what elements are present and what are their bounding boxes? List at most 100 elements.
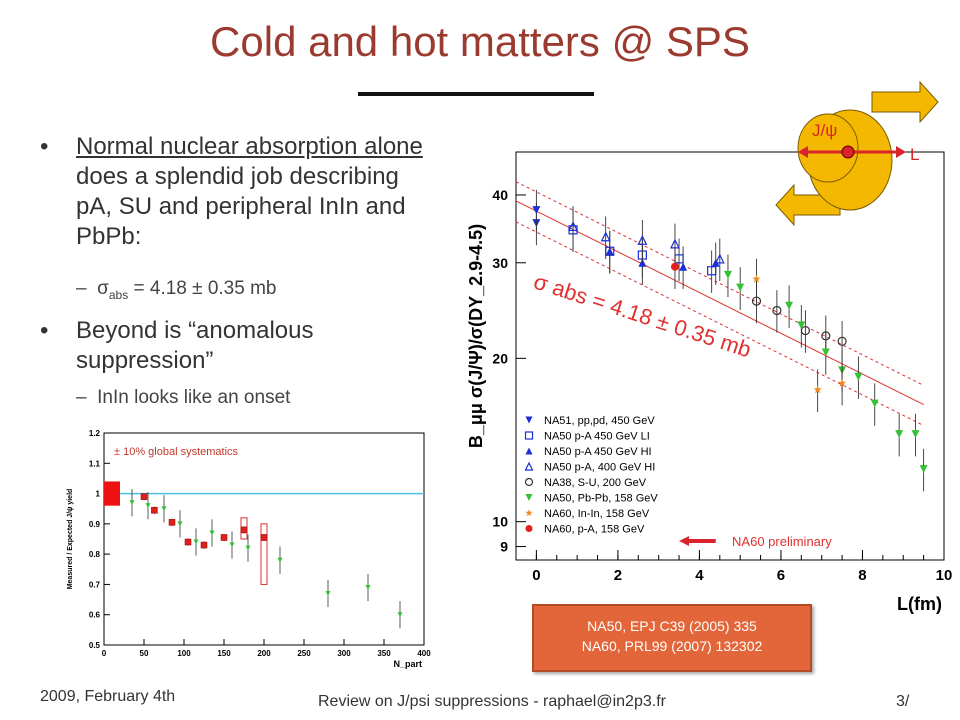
right-y-tick-label: 10 <box>492 514 508 530</box>
reference-line-1: NA50, EPJ C39 (2005) 335 <box>587 618 757 634</box>
left-data-point <box>220 534 228 541</box>
right-x-tick-label: 6 <box>777 567 785 584</box>
left-y-tick-label: 1.2 <box>89 429 101 438</box>
bullet-2-text: Beyond is “anomalous suppression” <box>76 317 314 374</box>
left-series-1 <box>129 489 403 629</box>
right-y-tick-label: 9 <box>500 539 508 555</box>
preliminary-arrow-icon <box>679 536 716 546</box>
right-chart: 9 10 20 30 40 0 2 4 6 8 10 L(fm) B_μμ σ(J/Ψ)/σ(DY_2.… <box>466 151 953 614</box>
legend-marker <box>524 461 534 471</box>
left-series-0 <box>140 492 268 549</box>
left-x-tick-label: 150 <box>217 649 231 658</box>
left-data-point <box>277 557 283 563</box>
left-y-tick-label: 1.1 <box>89 459 101 468</box>
left-data-point <box>168 519 176 526</box>
length-arrowhead-right <box>896 146 906 158</box>
reference-line-2: NA60, PRL99 (2007) 132302 <box>581 638 763 654</box>
right-data-point <box>919 465 928 474</box>
left-data-point <box>140 493 148 500</box>
left-y-axis-label: Measured / Expected J/ψ yield <box>67 489 74 590</box>
left-data-point <box>200 541 208 549</box>
left-data-point <box>260 534 268 541</box>
left-x-tick-label: 350 <box>377 649 391 658</box>
right-data-point <box>679 262 688 271</box>
right-x-tick-label: 2 <box>614 567 622 584</box>
right-data-point <box>837 378 847 387</box>
sub-bullet-1: – σabs = 4.18 ± 0.35 mb <box>76 278 277 302</box>
legend-marker <box>525 525 533 532</box>
right-plot-frame <box>515 151 945 561</box>
left-data-point <box>161 506 167 512</box>
legend-marker <box>525 416 533 424</box>
right-data-point <box>637 234 648 245</box>
right-y-tick-label: 20 <box>492 350 508 366</box>
bullet-1-underlined: Normal nuclear absorption alone <box>76 133 423 160</box>
footer-date: 2009, February 4th <box>40 688 176 705</box>
left-data-point <box>209 530 215 536</box>
right-x-tick-label: 10 <box>936 567 953 584</box>
left-data-point <box>325 591 331 597</box>
left-x-tick-label: 400 <box>417 649 431 658</box>
left-x-tick-label: 300 <box>337 649 351 658</box>
bullet-1-text: does a splendid job describing pA, SU an… <box>76 163 406 250</box>
left-systematics-box <box>104 481 120 506</box>
legend-label: NA50 p-A 450 GeV LI <box>544 431 650 443</box>
nucleus-diagram: J/ψ L <box>775 80 939 227</box>
legend-marker <box>525 447 533 455</box>
right-data-point <box>723 270 732 279</box>
right-data-point <box>797 321 806 330</box>
reference-box: NA50, EPJ C39 (2005) 335 NA60, PRL99 (20… <box>532 604 812 672</box>
preliminary-label: NA60 preliminary <box>732 534 832 549</box>
legend-marker <box>525 509 533 517</box>
right-y-tick-label: 40 <box>492 187 508 203</box>
right-data-point <box>638 258 647 267</box>
right-fit-band-upper <box>515 181 924 386</box>
left-x-tick-label: 200 <box>257 649 271 658</box>
left-data-point <box>129 500 135 506</box>
right-x-tick-label: 8 <box>858 567 866 584</box>
length-arrowhead-left <box>798 146 808 158</box>
left-data-point <box>184 538 192 546</box>
left-y-tick-label: 0.6 <box>89 611 101 620</box>
sub-bullet-1-text: = 4.18 ± 0.35 mb <box>128 278 277 299</box>
left-annotation: ± 10% global systematics <box>114 446 239 458</box>
right-data-point <box>670 262 679 271</box>
right-data-point <box>821 348 830 357</box>
left-x-tick-label: 50 <box>140 649 149 658</box>
right-series-3 <box>568 206 725 282</box>
left-data-point <box>177 521 183 527</box>
legend-marker <box>524 477 534 487</box>
right-data-point <box>736 283 745 292</box>
left-data-point <box>245 545 251 551</box>
right-legend: NA51, pp,pd, 450 GeV NA50 p-A 450 GeV LI N… <box>524 415 658 536</box>
right-x-axis-label: L(fm) <box>897 594 942 614</box>
footer-center: Review on J/psi suppressions - raphael@i… <box>318 693 666 710</box>
right-data-point <box>911 430 920 439</box>
bullet-dot-icon: • <box>40 317 49 344</box>
left-x-axis-label: N_part <box>393 659 422 669</box>
right-data-point <box>837 336 847 346</box>
left-x-tick-label: 100 <box>177 649 191 658</box>
right-series-0 <box>532 189 541 246</box>
right-series-5 <box>723 254 928 492</box>
right-data-point <box>752 274 761 283</box>
left-data-point <box>229 542 235 548</box>
left-data-point <box>365 584 371 590</box>
length-label: L <box>910 145 919 164</box>
title-underline <box>358 92 594 96</box>
right-data-point <box>568 221 579 232</box>
left-data-point <box>151 506 158 514</box>
right-fit-band-lower <box>515 221 924 426</box>
left-y-tick-label: 0.5 <box>89 641 101 650</box>
left-chart: 0.5 0.6 0.7 0.8 0.9 1 1.1 1.2 0 50 100 150 200 250 300… <box>67 429 431 669</box>
right-data-point <box>714 253 725 264</box>
bullet-dot-icon: • <box>40 133 49 160</box>
left-data-point <box>240 526 248 534</box>
right-y-tick-label: 30 <box>492 255 508 271</box>
slide-title: Cold and hot matters @ SPS <box>210 18 750 65</box>
right-data-point <box>532 206 541 215</box>
sigma-subscript: abs <box>108 287 129 302</box>
legend-label: NA60, In-In, 158 GeV <box>544 508 650 520</box>
legend-marker <box>524 431 534 440</box>
nucleus-front <box>797 113 859 183</box>
